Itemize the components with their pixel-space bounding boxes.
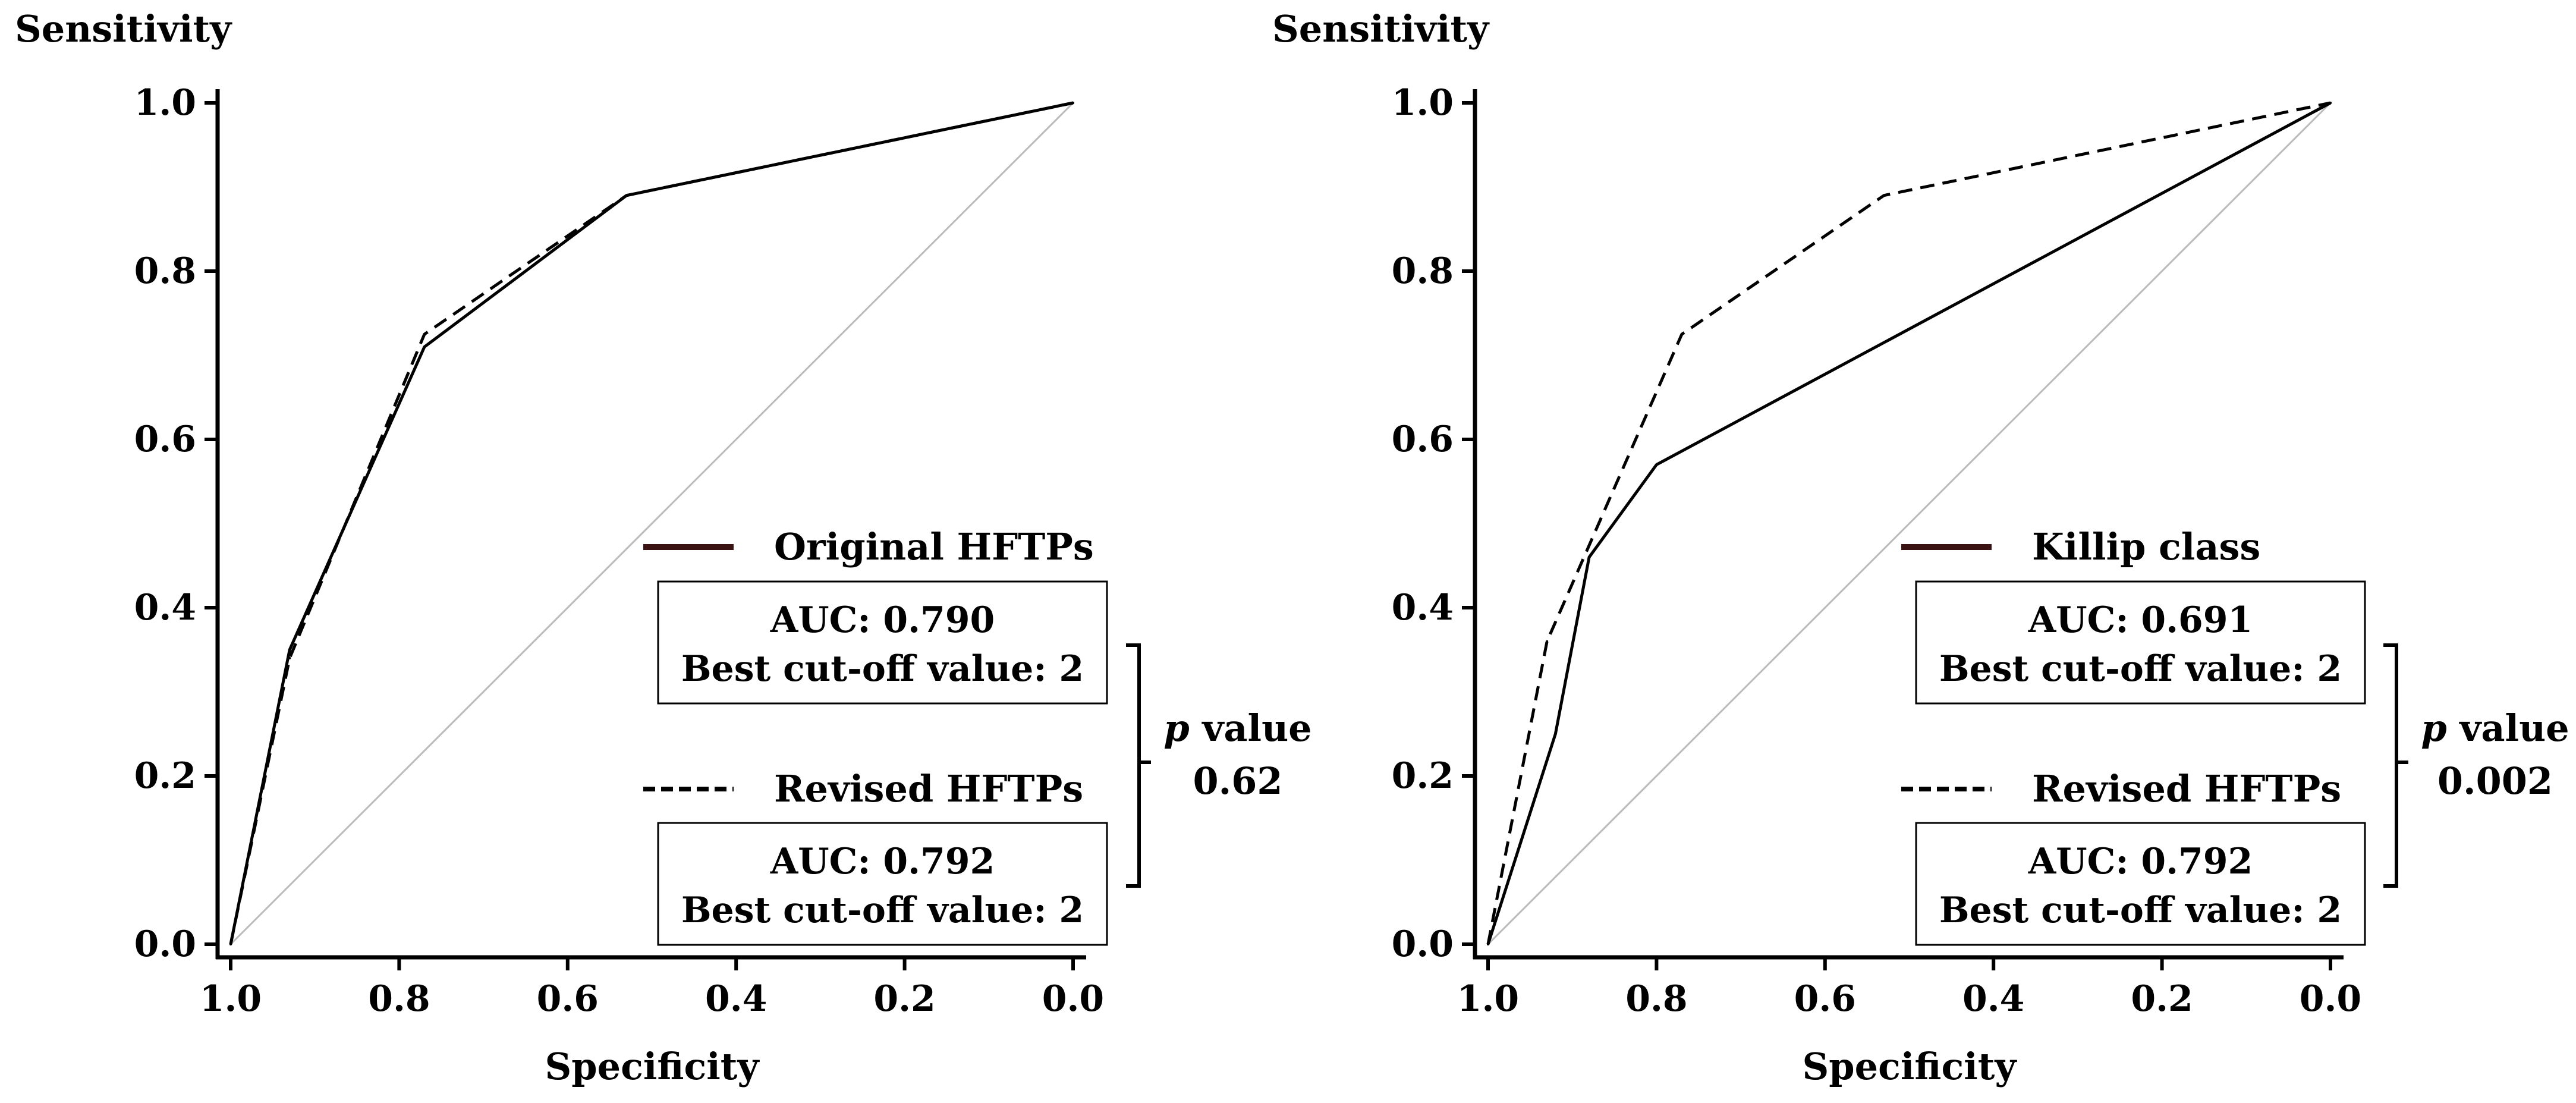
roc-panel-2: 0.0 0.2 0.4 0.6 0.8 1.0 1.0 0.8 0.6 0.4 0.2 0.0 Sens…: [1272, 7, 2569, 1088]
roc-point: [1882, 194, 1885, 197]
y-tick-label: 0.8: [1392, 250, 1454, 292]
p-value-number: 0.62: [1193, 759, 1282, 803]
x-tick-label: 0.4: [705, 978, 767, 1020]
y-tick-label: 0.6: [1392, 419, 1454, 460]
p-value-label: p value: [2421, 706, 2569, 750]
reference-diagonal: [1487, 102, 2332, 945]
auc-text: AUC: 0.792: [2028, 841, 2253, 882]
roc-point: [2329, 102, 2332, 104]
p-value-number: 0.002: [2437, 759, 2553, 803]
y-tick-label: 0.2: [1392, 755, 1454, 797]
reference-diagonal: [229, 102, 1074, 945]
roc-point: [288, 656, 291, 659]
y-tick-label: 0.8: [134, 250, 196, 292]
x-tick-label: 0.2: [873, 978, 935, 1020]
roc-point: [1487, 943, 1489, 945]
y-tick-label: 0.0: [134, 923, 196, 965]
y-tick-label: 0.0: [1392, 923, 1454, 965]
x-tick-label: 0.4: [1962, 978, 2024, 1020]
p-value-label: p value: [1163, 706, 1311, 750]
roc-point: [1588, 556, 1591, 559]
legend-label: Killip class: [2032, 525, 2260, 568]
roc-point: [1546, 640, 1549, 643]
auc-box: [1915, 822, 2366, 946]
roc-point: [1554, 733, 1557, 736]
y-axis-title: Sensitivity: [15, 7, 232, 51]
cutoff-text: Best cut-off value: 2: [681, 648, 1084, 690]
auc-box: [657, 822, 1108, 946]
comparison-bracket: [1126, 643, 1151, 888]
y-tick-label: 1.0: [1392, 82, 1454, 124]
y-tick-label: 1.0: [134, 82, 196, 124]
roc-point: [1072, 102, 1074, 104]
x-axis-title: Specificity: [545, 1045, 760, 1088]
auc-box: [657, 580, 1108, 705]
roc-point: [625, 194, 628, 197]
x-tick-label: 1.0: [200, 978, 262, 1020]
roc-panel-1: 0.0 0.2 0.4 0.6 0.8 1.0 1.0 0.8 0.6 0.4 0.2 0.0 Sens…: [15, 7, 1312, 1088]
auc-text: AUC: 0.792: [770, 841, 995, 882]
x-tick-label: 0.6: [1794, 978, 1856, 1020]
roc-point: [229, 943, 232, 945]
roc-point: [423, 333, 426, 336]
x-tick-label: 0.0: [2300, 978, 2361, 1020]
legend-label: Revised HFTPs: [2032, 767, 2341, 810]
roc-point: [1655, 463, 1658, 466]
y-tick-label: 0.2: [134, 755, 196, 797]
cutoff-text: Best cut-off value: 2: [681, 890, 1084, 931]
y-axis-title: Sensitivity: [1272, 7, 1490, 51]
roc-point: [423, 345, 426, 348]
y-tick-label: 0.4: [134, 587, 196, 629]
x-tick-label: 1.0: [1457, 978, 1519, 1020]
x-tick-label: 0.6: [537, 978, 599, 1020]
cutoff-text: Best cut-off value: 2: [1939, 890, 2342, 931]
y-tick-label: 0.4: [1392, 587, 1454, 629]
x-tick-label: 0.8: [368, 978, 430, 1020]
y-tick-label: 0.6: [134, 419, 196, 460]
roc-point: [1680, 333, 1683, 336]
auc-text: AUC: 0.691: [2028, 599, 2253, 641]
cutoff-text: Best cut-off value: 2: [1939, 648, 2342, 690]
roc-point: [288, 648, 291, 651]
legend-label: Original HFTPs: [774, 525, 1094, 568]
auc-text: AUC: 0.790: [770, 599, 995, 641]
x-axis-title: Specificity: [1803, 1045, 2018, 1088]
auc-box: [1915, 580, 2366, 705]
x-tick-label: 0.8: [1625, 978, 1687, 1020]
x-tick-label: 0.2: [2131, 978, 2193, 1020]
comparison-bracket: [2383, 643, 2408, 888]
x-tick-label: 0.0: [1042, 978, 1104, 1020]
legend-label: Revised HFTPs: [774, 767, 1083, 810]
